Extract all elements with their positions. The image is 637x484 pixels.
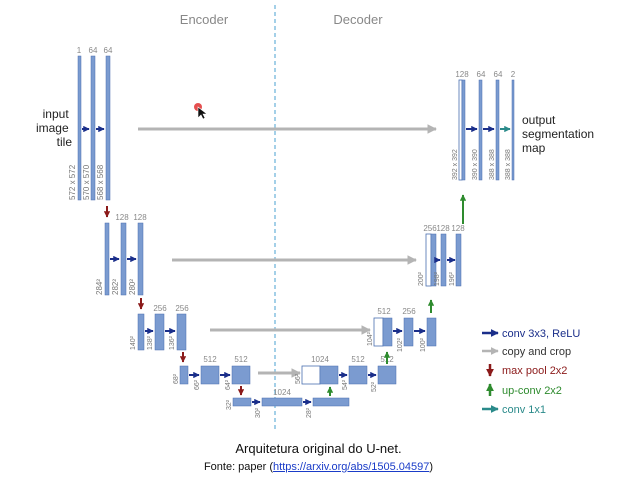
- channel-label: 1024: [273, 388, 291, 397]
- size-label: 64²: [225, 379, 232, 390]
- channel-label: 128: [115, 213, 129, 222]
- source-suffix: ): [429, 461, 434, 473]
- source-link[interactable]: https://arxiv.org/abs/1505.04597: [273, 461, 430, 473]
- legend-copy-label: copy and crop: [502, 346, 571, 358]
- size-label: 52²: [371, 381, 378, 392]
- feature-map-d3-a: [403, 317, 414, 347]
- feature-map-d4-upconv: [319, 365, 339, 385]
- feature-map-d3-b: [426, 317, 437, 347]
- size-label: 66²: [194, 379, 201, 390]
- feature-map-l5-a: [261, 397, 303, 407]
- size-label: 196²: [449, 271, 456, 286]
- size-label: 104²: [367, 331, 374, 346]
- feature-map-d4-a: [348, 365, 368, 385]
- size-label: 570 x 570: [82, 164, 91, 200]
- channel-label: 512: [203, 355, 217, 364]
- size-label: 392 x 392: [452, 149, 459, 180]
- channel-label: 128: [436, 224, 450, 233]
- channel-label: 1: [77, 46, 82, 55]
- feature-map-d2-copied: [425, 233, 432, 287]
- output-label: output segmentation map: [522, 113, 597, 155]
- size-label: 280²: [128, 279, 137, 295]
- size-label: 68²: [173, 373, 180, 384]
- channel-label: 256: [153, 304, 167, 313]
- channel-label: 512: [377, 307, 391, 316]
- mouse-cursor-icon: [197, 106, 208, 120]
- size-label: 568 x 568: [96, 164, 105, 200]
- figure-source: Fonte: paper (https://arxiv.org/abs/1505…: [0, 461, 637, 473]
- feature-map-d4-b: [377, 365, 397, 385]
- feature-map-l5-b: [312, 397, 350, 407]
- size-label: 282²: [111, 279, 120, 295]
- channel-label: 64: [494, 70, 503, 79]
- size-label: 56²: [295, 373, 302, 384]
- channel-label: 512: [234, 355, 248, 364]
- channel-label: 256: [402, 307, 416, 316]
- decoder-heading: Decoder: [333, 12, 383, 27]
- channel-label: 256: [175, 304, 189, 313]
- feature-map-d1-a: [478, 79, 483, 181]
- size-label: 200²: [418, 271, 425, 286]
- channel-label: 64: [89, 46, 98, 55]
- figure-caption: Arquitetura original do U-net.: [235, 441, 402, 456]
- size-label: 102²: [397, 337, 404, 352]
- feature-map-l1-a: [90, 55, 96, 201]
- feature-map-l3-b: [176, 313, 187, 351]
- feature-map-l3-a: [154, 313, 165, 351]
- channel-label: 128: [133, 213, 147, 222]
- legend-conv-label: conv 3x3, ReLU: [502, 328, 580, 340]
- feature-map-input: [77, 55, 82, 201]
- source-prefix: Fonte: paper (: [203, 461, 274, 473]
- size-label: 28²: [306, 407, 313, 418]
- size-label: 136²: [169, 335, 176, 350]
- feature-map-l2-pool: [104, 222, 110, 296]
- channel-label: 1024: [311, 355, 329, 364]
- feature-map-l4-pool: [179, 365, 189, 385]
- encoder-heading: Encoder: [180, 12, 229, 27]
- size-label: 198²: [434, 271, 441, 286]
- channel-label: 64: [104, 46, 113, 55]
- unet-diagram: Encoder Decoder input image tile output …: [36, 5, 597, 430]
- feature-map-d2-a: [440, 233, 447, 287]
- size-label: 284²: [95, 279, 104, 295]
- feature-map-d1-upconv: [461, 79, 466, 181]
- channel-label: 2: [511, 70, 516, 79]
- channel-label: 128: [451, 224, 465, 233]
- size-label: 138²: [147, 335, 154, 350]
- feature-map-l1-b: [105, 55, 111, 201]
- feature-map-d4-copied: [301, 365, 321, 385]
- feature-map-l4-a: [200, 365, 220, 385]
- channel-label: 512: [351, 355, 365, 364]
- size-label: 388 x 388: [505, 149, 512, 180]
- channel-label: 64: [477, 70, 486, 79]
- feature-map-l3-pool: [137, 313, 145, 351]
- size-label: 390 x 390: [472, 149, 479, 180]
- size-label: 100²: [420, 337, 427, 352]
- feature-map-l2-a: [120, 222, 127, 296]
- feature-map-l5-pool: [232, 397, 252, 407]
- size-label: 388 x 388: [489, 149, 496, 180]
- size-label: 32²: [226, 399, 233, 410]
- feature-map-d2-b: [455, 233, 462, 287]
- feature-map-output: [511, 79, 515, 181]
- channel-label: 256: [423, 224, 437, 233]
- feature-map-l2-b: [137, 222, 144, 296]
- size-label: 572 x 572: [68, 164, 77, 200]
- size-label: 140²: [130, 335, 137, 350]
- legend: conv 3x3, ReLU copy and crop max pool 2x…: [482, 328, 580, 416]
- legend-pool-label: max pool 2x2: [502, 365, 567, 377]
- feature-map-l4-b: [231, 365, 251, 385]
- feature-map-d1-b: [495, 79, 500, 181]
- legend-conv1x1-label: conv 1x1: [502, 404, 546, 416]
- feature-map-d3-upconv: [382, 317, 393, 347]
- feature-map-d1-copied: [458, 79, 463, 181]
- size-label: 54²: [342, 379, 349, 390]
- channel-label: 128: [455, 70, 469, 79]
- legend-upconv-label: up-conv 2x2: [502, 385, 562, 397]
- feature-map-d3-copied: [373, 317, 384, 347]
- size-label: 30²: [255, 407, 262, 418]
- input-label: input image tile: [36, 107, 72, 149]
